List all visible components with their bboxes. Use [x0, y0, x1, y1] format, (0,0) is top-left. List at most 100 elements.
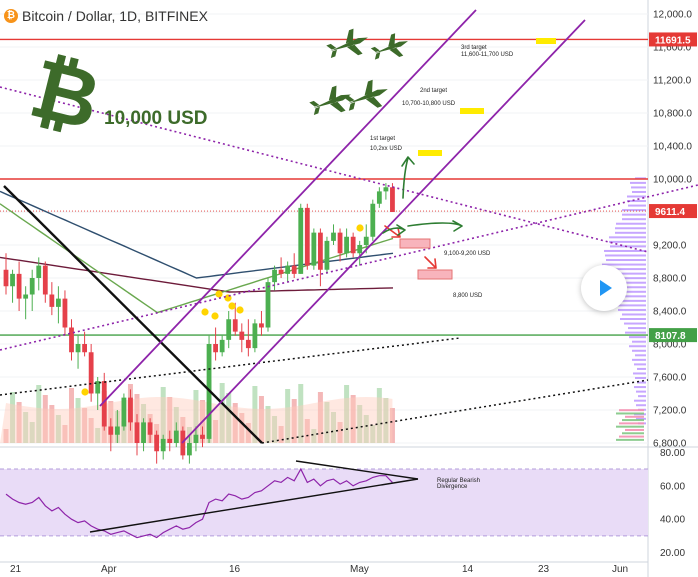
volume-bar — [29, 422, 35, 443]
volume-bar — [239, 413, 245, 443]
price-label-box — [649, 32, 697, 47]
price-tick-label: 8,400.0 — [653, 307, 687, 318]
volume-profile-bar — [633, 372, 646, 375]
candle-body — [363, 236, 369, 245]
arrow-right-icon — [407, 220, 463, 232]
price-tick-label: 11,200.0 — [653, 76, 692, 87]
volume-profile-bar — [627, 195, 646, 198]
price-label-text: 11691.5 — [655, 35, 691, 46]
volume-profile-bar — [636, 417, 646, 420]
rsi-line — [5, 467, 393, 539]
volume-bar — [311, 429, 317, 443]
volume-profile-bar — [616, 425, 644, 428]
time-tick-label: 21 — [10, 564, 22, 575]
volume-bar — [88, 418, 94, 443]
support-zone-2 — [417, 269, 453, 280]
volume-profile-bar — [622, 209, 646, 212]
volume-profile-bar — [622, 419, 644, 422]
volume-profile-bar — [605, 254, 646, 257]
candle-body — [376, 191, 382, 204]
support-dotted-line-2 — [261, 379, 649, 444]
candle-body — [167, 438, 173, 443]
target-marker — [536, 38, 556, 44]
volume-profile-bar — [614, 304, 646, 307]
volume-bar — [219, 383, 225, 443]
volume-bar — [376, 388, 382, 443]
volume-bar — [69, 388, 74, 443]
signal-dot — [201, 308, 209, 316]
volume-bar — [62, 425, 68, 443]
target-1-value: 10,2xx USD — [370, 146, 403, 152]
candle-body — [95, 381, 101, 394]
price-tick-label: 10,000.0 — [653, 175, 692, 186]
volume-bar — [245, 423, 251, 443]
candle-body — [291, 265, 297, 274]
price-label-text: 9611.4 — [655, 207, 685, 218]
play-button[interactable] — [581, 265, 627, 311]
candle-body — [121, 397, 127, 427]
volume-bar — [121, 421, 127, 443]
volume-bar — [82, 408, 88, 443]
candle-body — [285, 265, 291, 274]
volume-bar — [226, 393, 232, 443]
black-downtrend-line — [3, 185, 263, 444]
volume-profile-bar — [619, 409, 644, 412]
price-label-text: 8107.8 — [655, 331, 686, 342]
price-tick-label: 9,200.0 — [653, 241, 687, 252]
volume-profile-bar — [615, 227, 646, 230]
channel-lower-line — [181, 19, 586, 444]
rsi-band — [0, 469, 648, 536]
price-tick-label: 10,800.0 — [653, 109, 692, 120]
volume-bar — [42, 395, 48, 443]
volume-bar — [258, 396, 264, 443]
volume-bar — [213, 420, 219, 443]
volume-profile-bar — [615, 299, 646, 302]
candle-body — [69, 327, 74, 353]
price-tick-label: 6,800.0 — [653, 439, 687, 450]
volume-profile-bar — [608, 290, 646, 293]
rsi-divergence-upper — [295, 460, 419, 480]
volume-profile-bar — [624, 322, 646, 325]
candle-body — [390, 187, 395, 212]
candle-body — [23, 294, 29, 299]
rsi-tick-label: 60.00 — [660, 481, 685, 492]
volume-bar — [298, 384, 304, 443]
candle-body — [16, 273, 22, 299]
signal-dot — [215, 290, 223, 298]
volume-profile-bar — [625, 428, 644, 431]
candle-body — [128, 397, 133, 423]
target-3-label: 3rd target — [461, 45, 487, 51]
target-marker — [418, 150, 442, 156]
volume-profile-bar — [638, 395, 646, 398]
arrow-down-icon — [424, 256, 437, 269]
volume-profile-bar — [625, 415, 644, 418]
support-2-label: 8,800 USD — [453, 293, 483, 299]
support-dotted-line-1 — [0, 337, 461, 396]
candle-body — [173, 430, 179, 443]
volume-bar — [317, 392, 323, 443]
fighter-jet-icon — [344, 79, 388, 111]
volume-bar — [265, 406, 271, 443]
arrow-up-icon — [401, 156, 415, 199]
candle-body — [344, 236, 349, 254]
support-zone-1 — [399, 238, 431, 249]
candle-body — [272, 269, 277, 283]
volume-bar — [389, 408, 395, 443]
price-tick-label: 11,600.0 — [653, 43, 692, 54]
candle-body — [147, 422, 153, 435]
candle-body — [29, 278, 35, 295]
price-label-box — [649, 204, 697, 219]
volume-profile-bar — [630, 181, 646, 184]
volume-bar — [3, 429, 9, 443]
volume-bar — [75, 398, 81, 443]
candle-body — [239, 331, 245, 340]
volume-bar — [324, 402, 330, 443]
volume-bar — [193, 390, 199, 443]
candle-body — [278, 269, 284, 274]
jet-shape — [344, 79, 388, 111]
time-tick-label: Apr — [101, 564, 117, 575]
volume-profile-bar — [611, 295, 646, 298]
rsi-annotation-2: Divergence — [437, 484, 468, 490]
volume-profile-bar — [631, 186, 646, 189]
target-2-value: 10,700-10,800 USD — [402, 101, 456, 107]
